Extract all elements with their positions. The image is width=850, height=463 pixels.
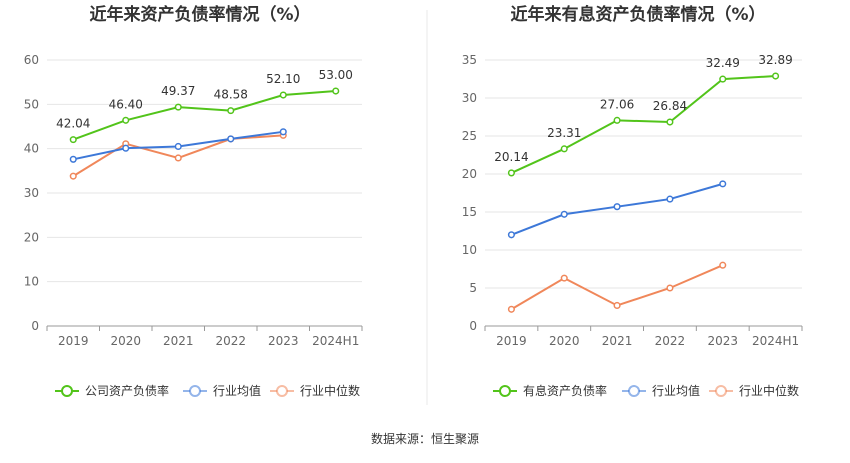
data-point xyxy=(560,210,568,218)
x-tick-label: 2019 xyxy=(496,334,527,348)
legend-marker xyxy=(61,385,73,397)
data-point xyxy=(613,116,621,124)
chart-title: 近年来有息资产负债率情况（%） xyxy=(510,4,765,25)
legend-marker xyxy=(628,385,640,397)
data-point xyxy=(122,144,130,152)
y-tick-label: 40 xyxy=(24,142,39,156)
data-point xyxy=(227,107,235,115)
data-point xyxy=(332,87,340,95)
legend-item: 公司资产负债率 xyxy=(55,383,169,398)
x-tick-label: 2020 xyxy=(549,334,580,348)
data-point xyxy=(507,305,515,313)
y-tick-label: 10 xyxy=(24,275,39,289)
source-label: 数据来源：恒生聚源 xyxy=(371,431,479,446)
x-tick-label: 2023 xyxy=(707,334,738,348)
data-label: 27.06 xyxy=(600,97,634,111)
x-tick-label: 2022 xyxy=(215,334,246,348)
y-tick-label: 20 xyxy=(24,230,39,244)
y-tick-label: 30 xyxy=(462,91,477,105)
data-point xyxy=(69,136,77,144)
data-point xyxy=(666,195,674,203)
y-tick-label: 0 xyxy=(31,319,39,333)
data-label: 32.89 xyxy=(758,53,792,67)
x-tick-label: 2024H1 xyxy=(312,334,359,348)
y-tick-label: 30 xyxy=(24,186,39,200)
x-tick-label: 2021 xyxy=(163,334,194,348)
y-tick-label: 20 xyxy=(462,167,477,181)
y-tick-label: 10 xyxy=(462,243,477,257)
data-point xyxy=(174,103,182,111)
data-point xyxy=(560,145,568,153)
data-point xyxy=(772,72,780,80)
data-point xyxy=(279,91,287,99)
series-line xyxy=(72,90,336,141)
x-tick-label: 2020 xyxy=(110,334,141,348)
legend-item: 行业均值 xyxy=(622,383,700,398)
data-label: 26.84 xyxy=(653,99,687,113)
y-tick-label: 50 xyxy=(24,97,39,111)
data-label: 48.58 xyxy=(214,88,248,102)
legend-marker xyxy=(499,385,511,397)
y-tick-label: 35 xyxy=(462,53,477,67)
data-point xyxy=(174,142,182,150)
y-tick-label: 25 xyxy=(462,129,477,143)
y-tick-label: 5 xyxy=(469,281,477,295)
x-tick-label: 2023 xyxy=(268,334,299,348)
data-point xyxy=(613,203,621,211)
data-point xyxy=(560,274,568,282)
data-point xyxy=(666,118,674,126)
x-tick-label: 2022 xyxy=(655,334,686,348)
chart-interest-bearing-debt-ratio: 近年来有息资产负债率情况（%） 0 5 10 15 20 25 30 35 2019 2020 202… xyxy=(462,4,803,398)
data-point xyxy=(613,301,621,310)
data-label: 53.00 xyxy=(319,68,353,82)
data-label: 49.37 xyxy=(161,84,195,98)
y-tick-label: 0 xyxy=(469,319,477,333)
legend-marker xyxy=(276,385,288,397)
data-point xyxy=(666,284,674,292)
data-point xyxy=(507,231,515,239)
data-point xyxy=(719,75,727,83)
data-label: 20.14 xyxy=(494,150,528,164)
legend-marker xyxy=(715,385,727,397)
data-point xyxy=(174,154,182,162)
data-label: 52.10 xyxy=(266,72,300,86)
legend-label: 有息资产负债率 xyxy=(523,383,607,398)
x-tick-label: 2019 xyxy=(58,334,89,348)
series-line xyxy=(511,75,776,174)
data-label: 42.04 xyxy=(56,117,90,131)
data-point xyxy=(279,128,287,136)
y-tick-label: 15 xyxy=(462,205,477,219)
data-label: 23.31 xyxy=(547,126,581,140)
data-point xyxy=(69,172,77,180)
data-point xyxy=(227,135,235,143)
legend-label: 行业均值 xyxy=(652,383,700,398)
chart-title: 近年来资产负债率情况（%） xyxy=(89,4,310,25)
data-point xyxy=(69,155,77,163)
legend-item: 行业均值 xyxy=(183,383,261,398)
legend-label: 公司资产负债率 xyxy=(85,383,169,398)
data-point xyxy=(122,116,130,124)
legend-label: 行业均值 xyxy=(213,383,261,398)
legend-item: 行业中位数 xyxy=(270,383,360,398)
data-label: 46.40 xyxy=(109,97,143,111)
y-tick-label: 60 xyxy=(24,53,39,67)
data-point xyxy=(719,180,727,188)
legend-label: 行业中位数 xyxy=(739,383,799,398)
legend-item: 行业中位数 xyxy=(709,383,799,398)
data-label: 32.49 xyxy=(706,56,740,70)
x-tick-label: 2024H1 xyxy=(752,334,799,348)
legend-label: 行业中位数 xyxy=(300,383,360,398)
legend-marker xyxy=(189,385,201,397)
legend-item: 有息资产负债率 xyxy=(493,383,607,398)
chart-debt-ratio: 近年来资产负债率情况（%） 0 10 20 30 40 50 60 2019 2020 2021 20… xyxy=(24,4,363,398)
x-tick-label: 2021 xyxy=(602,334,633,348)
data-point xyxy=(507,169,515,177)
data-point xyxy=(719,261,727,269)
